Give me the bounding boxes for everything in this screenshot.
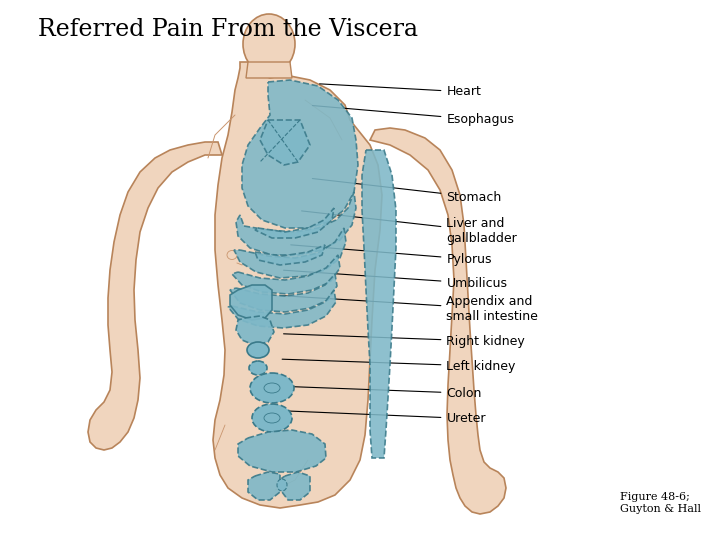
Ellipse shape bbox=[247, 342, 269, 358]
Polygon shape bbox=[248, 472, 280, 500]
Polygon shape bbox=[246, 62, 292, 78]
Ellipse shape bbox=[250, 373, 294, 403]
Polygon shape bbox=[260, 120, 310, 165]
Text: Liver and
gallbladder: Liver and gallbladder bbox=[302, 211, 517, 245]
Text: Ureter: Ureter bbox=[276, 410, 486, 425]
Polygon shape bbox=[234, 228, 346, 278]
Polygon shape bbox=[255, 245, 325, 265]
Text: Right kidney: Right kidney bbox=[284, 334, 525, 348]
Ellipse shape bbox=[252, 404, 292, 432]
Text: Umbilicus: Umbilicus bbox=[284, 270, 508, 290]
Polygon shape bbox=[362, 150, 396, 458]
Polygon shape bbox=[213, 62, 382, 508]
Ellipse shape bbox=[249, 361, 267, 375]
Text: Esophagus: Esophagus bbox=[312, 105, 514, 126]
Ellipse shape bbox=[243, 14, 295, 74]
Polygon shape bbox=[236, 192, 356, 255]
Text: Appendix and
small intestine: Appendix and small intestine bbox=[280, 295, 539, 323]
Ellipse shape bbox=[264, 413, 280, 423]
Polygon shape bbox=[228, 290, 336, 328]
Ellipse shape bbox=[227, 251, 237, 260]
Polygon shape bbox=[242, 80, 358, 228]
Text: Referred Pain From the Viscera: Referred Pain From the Viscera bbox=[38, 18, 418, 41]
Polygon shape bbox=[232, 255, 340, 294]
Polygon shape bbox=[88, 142, 222, 450]
Ellipse shape bbox=[264, 383, 280, 393]
Ellipse shape bbox=[277, 479, 287, 491]
Text: Colon: Colon bbox=[280, 386, 482, 400]
Polygon shape bbox=[255, 208, 334, 238]
Text: Left kidney: Left kidney bbox=[282, 359, 516, 373]
Polygon shape bbox=[238, 430, 326, 472]
Polygon shape bbox=[282, 472, 310, 500]
Text: Pylorus: Pylorus bbox=[291, 245, 492, 266]
Polygon shape bbox=[236, 316, 274, 345]
Text: Stomach: Stomach bbox=[312, 179, 502, 204]
Polygon shape bbox=[230, 285, 272, 320]
Polygon shape bbox=[230, 274, 337, 312]
Polygon shape bbox=[370, 128, 506, 514]
Text: Figure 48-6;
Guyton & Hall: Figure 48-6; Guyton & Hall bbox=[620, 492, 701, 514]
Text: Heart: Heart bbox=[320, 84, 481, 98]
